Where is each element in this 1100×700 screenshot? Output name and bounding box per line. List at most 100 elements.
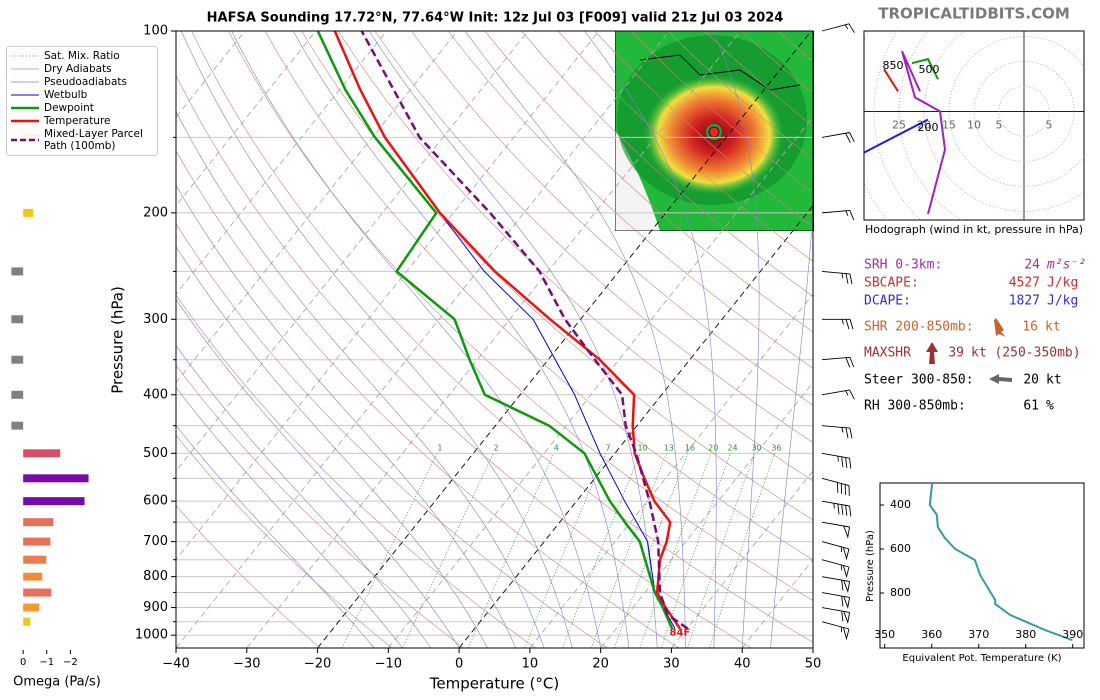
y-tick-label: 900 [143,600,168,615]
wind-barb [821,559,850,579]
isotherm [600,381,813,648]
surface-annotation: 84F [670,628,691,639]
legend-entry: Temperature [7,115,157,127]
legend-swatch [11,81,39,83]
y-tick-label: 600 [143,494,168,509]
mixing-ratio-line [614,453,689,648]
x-tick-label: 30 [663,657,680,672]
mixing-ratio-line [562,453,641,648]
omega-bar [11,315,24,324]
dry-adiabat [521,31,813,297]
isotherm [529,293,813,648]
y-tick-label: 1000 [135,628,168,643]
omega-bar [23,537,51,546]
legend-label: Mixed-Layer Parcel Path (100mb) [44,128,143,152]
omega-tick-label: 0 [20,657,26,668]
title: HAFSA Sounding 17.72°N, 77.64°W Init: 12… [207,11,784,26]
dry-adiabat [176,364,464,648]
mixing-ratio-line [660,453,731,648]
isotherm [176,31,600,561]
thetae-y-tick-label: 600 [890,542,911,555]
isotherm [387,116,813,648]
thetae-x-label: Equivalent Pot. Temperature (K) [902,653,1061,664]
mixing-ratio-label: 1 [437,444,442,453]
pseudoadiabat [292,31,630,648]
mixing-ratio-line [467,453,555,648]
wind-barb [821,576,851,594]
pseudoadiabat [181,31,573,648]
stat-label: Steer 300-850: [864,373,974,388]
mixing-ratio-label: 20 [708,444,718,453]
x-tick-label: −40 [162,657,189,672]
y-tick-label: 700 [143,534,168,549]
hodo-ring-label: 10 [967,118,981,131]
pseudoadiabat [368,31,658,648]
stat-value: 24 [1024,258,1040,273]
dry-adiabat [176,223,608,648]
omega-tick-label: −1 [39,657,54,668]
hodo-line [911,57,939,80]
dry-adiabat [447,31,813,369]
mixing-ratio-label: 30 [751,444,761,453]
x-tick-label: 0 [455,657,463,672]
y-tick-label: 400 [143,387,168,402]
omega-axis-label: Omega (Pa/s) [13,675,101,690]
omega-bar [23,555,47,564]
dry-adiabat [176,505,321,648]
legend-label: Dry Adiabats [44,63,112,75]
thetae-y-tick-label: 800 [890,586,911,599]
pseudoadiabat [176,298,460,648]
x-tick-label: 40 [734,657,751,672]
hodo-level-label: 500 [919,63,940,76]
mixing-ratio-line [687,453,755,648]
wind-barb [821,356,855,368]
wind-barb [821,521,851,539]
x-tick-label: −10 [375,657,402,672]
profile-line [439,212,676,629]
omega-bar [23,208,34,217]
mixing-ratio-label: 7 [605,444,610,453]
hodo-line [864,118,929,154]
profile-line [316,31,674,630]
skewt-frame [175,30,814,649]
x-tick-label: 50 [805,657,822,672]
hodo-caption: Hodograph (wind in kt, pressure in hPa) [865,223,1083,236]
stat-unit: J/kg [1047,276,1078,291]
dry-adiabat [411,31,813,406]
mixing-ratio-label: 16 [685,444,695,453]
y-axis-label: Pressure (hPa) [109,286,127,394]
legend-label: Sat. Mix. Ratio [44,50,120,62]
stat-unit: kt (250-350mb) [971,346,1081,361]
hodo-line [901,50,947,215]
legend-swatch [11,138,39,142]
hodograph-frame [863,30,1085,221]
legend-label: Temperature [44,115,111,127]
hodo-ring [923,31,1084,212]
stat-unit: % [1046,399,1054,414]
omega-bar [23,518,54,527]
wind-barb [821,607,851,624]
wind-barb [821,541,850,561]
omega-bar [11,421,24,430]
x-tick-label: −30 [233,657,260,672]
dry-adiabat [338,31,813,482]
legend-swatch [11,94,39,96]
pseudoadiabat [176,345,432,648]
mixing-ratio-line [709,453,775,648]
stat-label: RH 300-850mb: [864,399,966,414]
dry-adiabat [374,31,813,443]
mixing-ratio-line [524,453,607,648]
wind-barb [821,477,850,497]
legend-entry: Dewpoint [7,102,157,114]
legend: Sat. Mix. Ratio Dry Adiabats Pseudoadiabat… [6,46,158,156]
omega-bar [11,355,24,364]
highlight-isotherm [458,204,813,648]
mixing-ratio-line [402,453,494,648]
isotherm [176,31,670,648]
omega-bar [11,267,24,276]
stat-label: DCAPE: [864,294,911,309]
stat-value: 61 [1023,399,1039,414]
wind-barb [821,389,855,400]
omega-bar [23,603,40,612]
